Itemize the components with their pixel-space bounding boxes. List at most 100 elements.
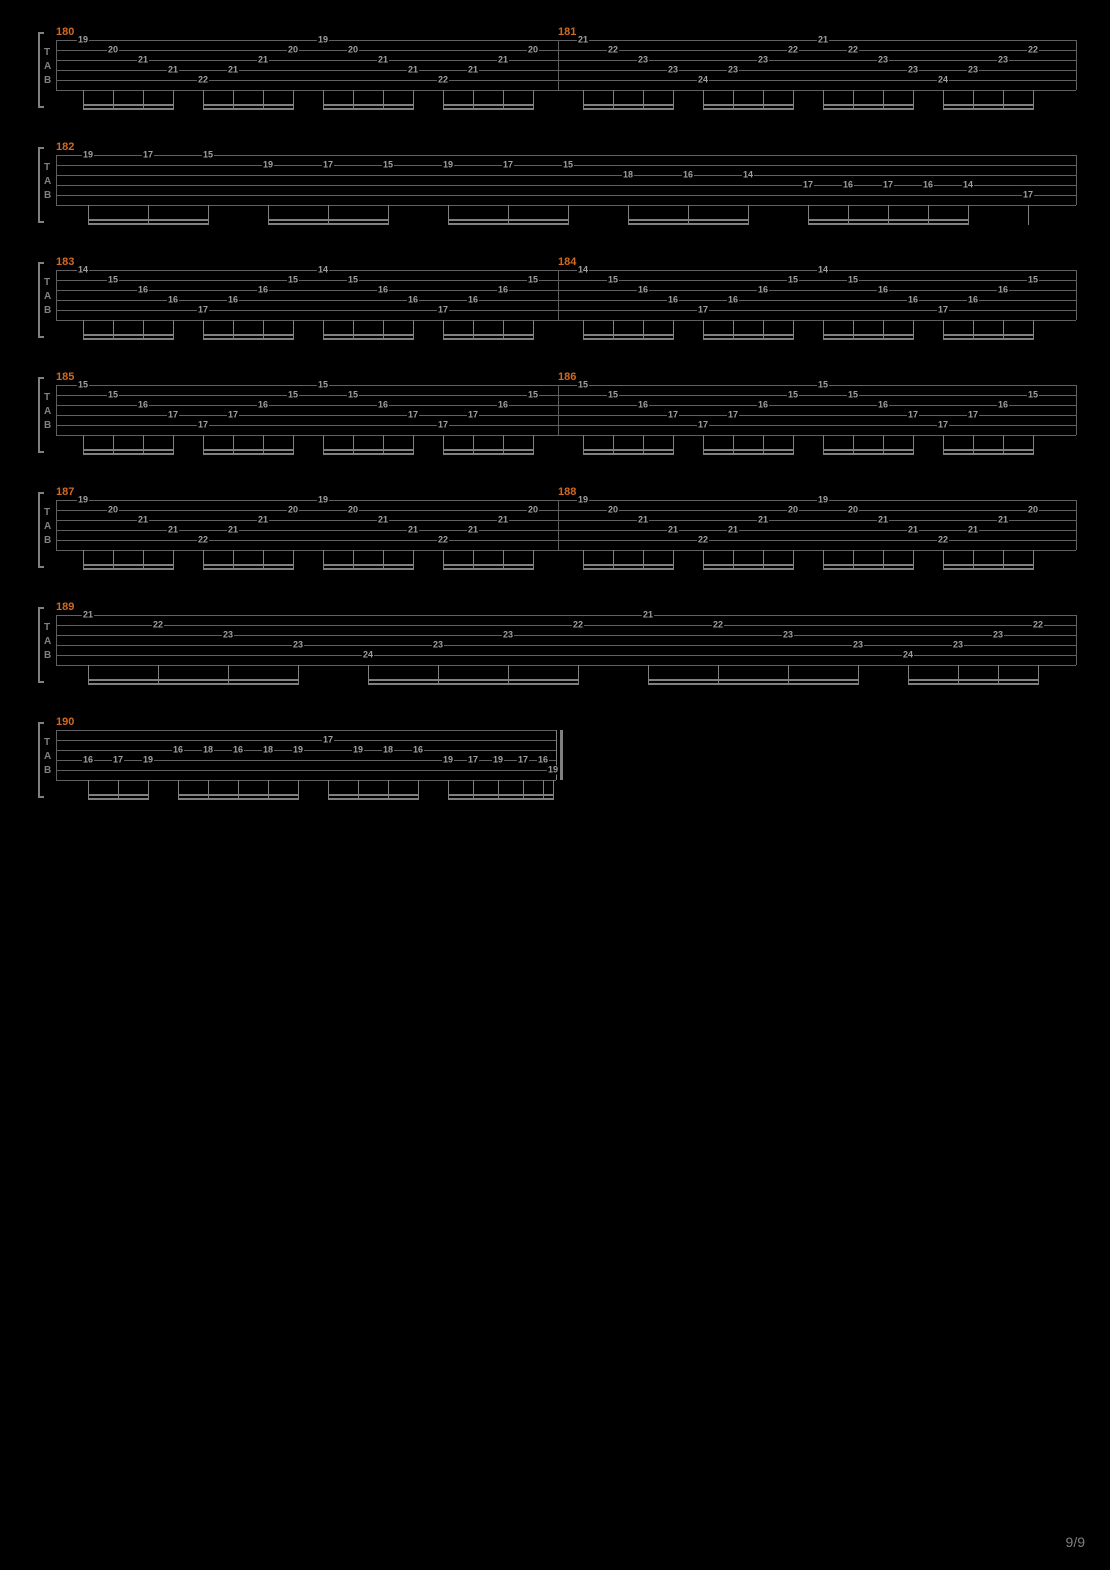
note-stem [388, 205, 389, 225]
barline [1076, 155, 1077, 205]
fret-number: 17 [407, 411, 419, 420]
fret-number: 22 [712, 621, 724, 630]
tab-label: B [44, 766, 51, 776]
string-line [56, 655, 1076, 656]
fret-number: 17 [467, 411, 479, 420]
fret-number: 15 [77, 381, 89, 390]
fret-number: 15 [107, 391, 119, 400]
fret-number: 21 [82, 611, 94, 620]
barline [56, 730, 57, 780]
fret-number: 17 [697, 421, 709, 430]
beam [88, 794, 148, 796]
tab-staff: TAB1821917151917151917151816141716171614… [38, 155, 1078, 215]
string-line [56, 760, 556, 761]
note-stem [648, 665, 649, 685]
fret-number: 19 [142, 756, 154, 765]
fret-number: 16 [377, 401, 389, 410]
note-stem [973, 550, 974, 570]
tab-label: A [44, 62, 51, 72]
string-line [56, 70, 1076, 71]
fret-number: 18 [382, 746, 394, 755]
fret-number: 23 [667, 66, 679, 75]
fret-number: 21 [167, 526, 179, 535]
beam [823, 334, 913, 336]
barline [56, 40, 57, 90]
tab-label: B [44, 536, 51, 546]
tab-staff: TAB18921222323242323222122232324232322 [38, 615, 1078, 675]
note-stem [883, 550, 884, 570]
fret-number: 23 [907, 66, 919, 75]
measure-number: 182 [56, 141, 74, 153]
fret-number: 15 [847, 391, 859, 400]
string-line [56, 405, 1076, 406]
note-stem [113, 435, 114, 455]
fret-number: 16 [842, 181, 854, 190]
fret-number: 21 [967, 526, 979, 535]
beam [88, 223, 208, 225]
note-stem [703, 320, 704, 340]
beam [203, 338, 293, 340]
fret-number: 22 [1032, 621, 1044, 630]
note-stem [793, 550, 794, 570]
note-stem [853, 320, 854, 340]
tab-label: T [44, 278, 50, 288]
fret-number: 17 [882, 181, 894, 190]
note-stem [543, 780, 544, 800]
fret-number: 22 [607, 46, 619, 55]
tab-label: B [44, 191, 51, 201]
note-stem [233, 90, 234, 110]
note-stem [383, 550, 384, 570]
note-stem [853, 435, 854, 455]
note-stem [613, 435, 614, 455]
page-number: 9/9 [1066, 1534, 1085, 1550]
fret-number: 21 [997, 516, 1009, 525]
beam [178, 794, 298, 796]
beam [583, 108, 673, 110]
beam [88, 683, 298, 685]
beam [443, 453, 533, 455]
fret-number: 24 [902, 651, 914, 660]
note-stem [143, 550, 144, 570]
barline [56, 155, 57, 205]
string-line [56, 645, 1076, 646]
fret-number: 22 [697, 536, 709, 545]
string-line [56, 625, 1076, 626]
note-stem [148, 780, 149, 800]
string-line [56, 615, 1076, 616]
note-stem [613, 320, 614, 340]
note-stem [328, 780, 329, 800]
note-stem [643, 90, 644, 110]
beam [583, 104, 673, 106]
note-stem [323, 550, 324, 570]
note-stem [673, 435, 674, 455]
beam [448, 798, 553, 800]
fret-number: 17 [937, 306, 949, 315]
beam [88, 219, 208, 221]
fret-number: 18 [622, 171, 634, 180]
fret-number: 21 [642, 611, 654, 620]
tab-label: A [44, 292, 51, 302]
note-stem [293, 90, 294, 110]
string-line [56, 50, 1076, 51]
beam [703, 453, 793, 455]
string-line [56, 665, 1076, 666]
barline [56, 500, 57, 550]
fret-number: 16 [137, 286, 149, 295]
fret-number: 21 [497, 56, 509, 65]
barline [558, 500, 559, 550]
note-stem [888, 205, 889, 225]
tab-label: B [44, 421, 51, 431]
beam [203, 449, 293, 451]
beam [83, 108, 173, 110]
string-line [56, 415, 1076, 416]
beam [823, 338, 913, 340]
note-stem [263, 435, 264, 455]
fret-number: 16 [232, 746, 244, 755]
fret-number: 17 [112, 756, 124, 765]
beam [328, 794, 418, 796]
beam [323, 568, 413, 570]
note-stem [443, 90, 444, 110]
note-stem [83, 550, 84, 570]
note-stem [113, 550, 114, 570]
note-stem [718, 665, 719, 685]
